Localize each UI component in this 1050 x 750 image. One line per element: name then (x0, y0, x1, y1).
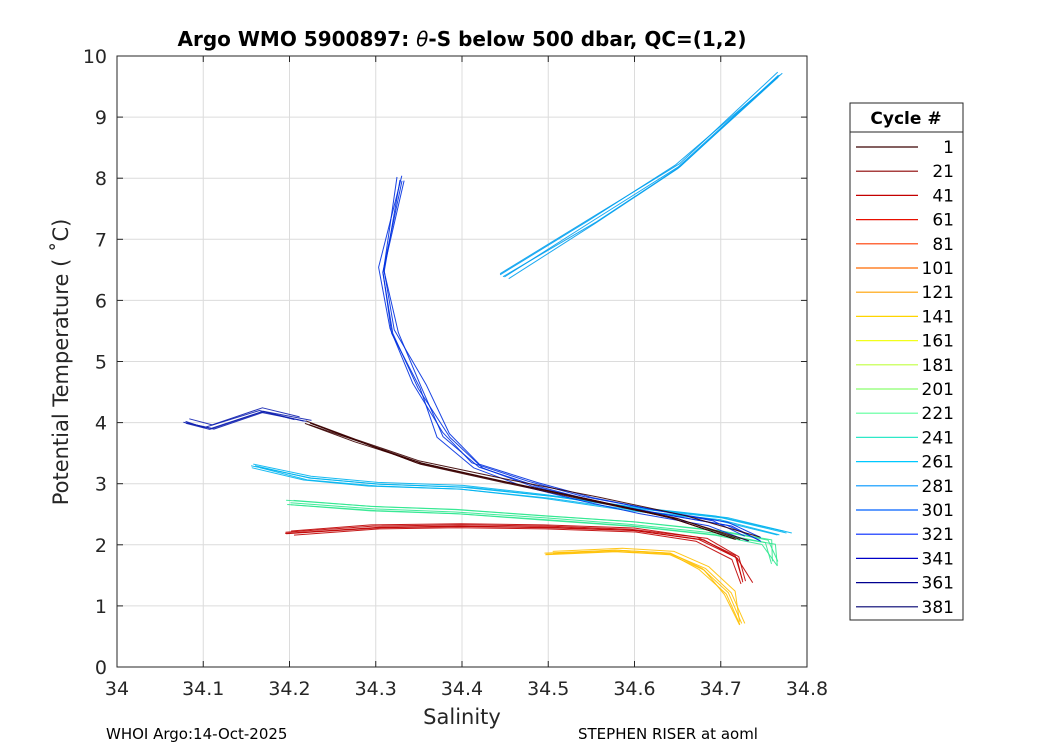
y-tick-label: 0 (95, 657, 107, 679)
legend-entry-label: 21 (932, 162, 954, 182)
legend-entry-label: 281 (922, 477, 954, 497)
series-line (504, 75, 779, 278)
x-tick-label: 34 (105, 678, 129, 700)
legend-entry-label: 101 (922, 259, 954, 279)
x-tick-label: 34.5 (527, 678, 569, 700)
legend-entry-label: 81 (932, 235, 954, 255)
y-tick-label: 1 (95, 596, 107, 618)
legend-entry-label: 341 (922, 549, 954, 569)
y-tick-label: 10 (83, 46, 107, 68)
chart-title: Argo WMO 5900897: θ-S below 500 dbar, QC… (178, 27, 747, 51)
y-tick-label: 2 (95, 535, 107, 557)
x-tick-label: 34.1 (182, 678, 224, 700)
y-tick-label: 5 (95, 352, 107, 374)
legend-entry-label: 1 (943, 138, 954, 158)
series-line (552, 547, 740, 622)
y-tick-label: 4 (95, 413, 107, 435)
legend-entry-label: 221 (922, 404, 954, 424)
series-line (286, 499, 773, 562)
legend-entry-label: 381 (922, 598, 954, 618)
legend-entry-label: 241 (922, 428, 954, 448)
legend-entry-label: 161 (922, 332, 954, 352)
legend-entry-label: 41 (932, 186, 954, 206)
footer-credit-left: WHOI Argo:14-Oct-2025 (106, 725, 288, 743)
series-line (185, 410, 295, 429)
x-tick-label: 34.7 (700, 678, 742, 700)
x-tick-label: 34.8 (786, 678, 828, 700)
y-tick-label: 7 (95, 229, 107, 251)
legend-entry-label: 181 (922, 356, 954, 376)
series-line (305, 420, 760, 538)
y-tick-label: 6 (95, 290, 107, 312)
legend: Cycle # 12141618110112114116118120122124… (849, 102, 964, 621)
legend-entry-label: 361 (922, 574, 954, 594)
series-line (545, 551, 741, 626)
series-line (285, 524, 746, 582)
series-line (382, 180, 749, 542)
series-line (290, 504, 778, 567)
y-tick-label: 9 (95, 107, 107, 129)
legend-entry-label: 261 (922, 453, 954, 473)
y-axis-label: Potential Temperature ( ˚C) (49, 219, 73, 506)
y-tick-label: 8 (95, 168, 107, 190)
series-line (502, 74, 780, 278)
series-line (254, 465, 792, 534)
series-line (189, 407, 300, 426)
series-line (293, 527, 742, 585)
series-line (291, 523, 743, 581)
x-axis-label: Salinity (423, 705, 501, 729)
legend-entries: 1214161811011211411611812012212412612813… (856, 138, 954, 618)
legend-title: Cycle # (870, 109, 941, 129)
footer-credit-right: STEPHEN RISER at aoml (578, 725, 758, 743)
legend-entry-label: 201 (922, 380, 954, 400)
legend-entry-label: 61 (932, 211, 954, 231)
series-line (499, 72, 783, 276)
series-line (552, 549, 746, 624)
x-tick-label: 34.6 (613, 678, 655, 700)
legend-entry-label: 141 (922, 307, 954, 327)
legend-entry-label: 301 (922, 501, 954, 521)
y-tick-label: 3 (95, 474, 107, 496)
legend-entry-label: 121 (922, 283, 954, 303)
profile-series (183, 71, 792, 626)
x-tick-label: 34.2 (268, 678, 310, 700)
legend-entry-label: 321 (922, 525, 954, 545)
series-line (310, 422, 736, 540)
y-axis: 0 1 2 3 4 5 6 7 8 9 10 (83, 46, 807, 679)
x-axis: 34 34.1 34.2 34.3 34.4 34.5 34.6 34.7 34.8 (105, 56, 828, 700)
series-line (285, 525, 744, 583)
series-line (382, 180, 762, 542)
x-tick-label: 34.4 (441, 678, 483, 700)
x-tick-label: 34.3 (355, 678, 397, 700)
